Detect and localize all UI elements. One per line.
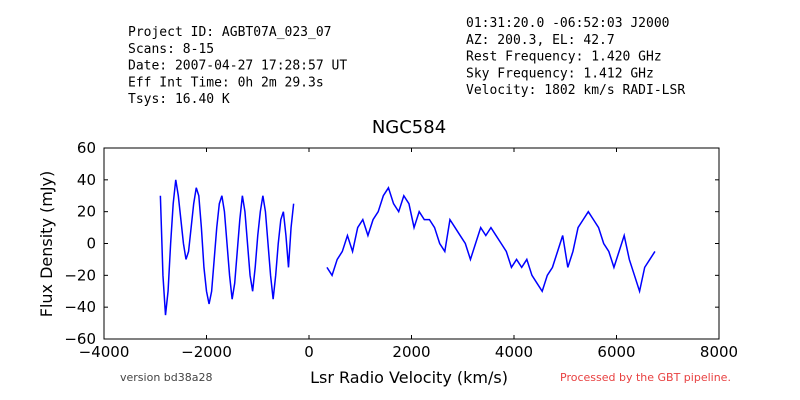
y-tick-label: 20 xyxy=(77,203,96,221)
info-line: Rest Frequency: 1.420 GHz xyxy=(466,50,662,65)
x-tick-label: 4000 xyxy=(495,343,533,361)
y-tick-label: 40 xyxy=(77,171,96,189)
y-axis-label: Flux Density (mJy) xyxy=(37,171,56,318)
x-tick-label: 8000 xyxy=(700,343,738,361)
x-tick-label: 0 xyxy=(304,343,314,361)
info-line: Eff Int Time: 0h 2m 29.3s xyxy=(128,75,324,90)
info-line: Tsys: 16.40 K xyxy=(128,92,230,107)
info-line: Scans: 8-15 xyxy=(128,42,214,57)
info-line: AZ: 200.3, EL: 42.7 xyxy=(466,33,615,48)
x-tick-label: 6000 xyxy=(597,343,635,361)
info-line: Date: 2007-04-27 17:28:57 UT xyxy=(128,59,347,74)
chart-title: NGC584 xyxy=(372,117,446,138)
x-axis-label: Lsr Radio Velocity (km/s) xyxy=(310,368,508,387)
y-tick-label: 0 xyxy=(86,235,96,253)
spectrum-line xyxy=(159,179,656,316)
info-line: Project ID: AGBT07A_023_07 xyxy=(128,25,332,40)
pipeline-note: Processed by the GBT pipeline. xyxy=(560,371,731,384)
y-tick-label: −40 xyxy=(64,298,96,316)
y-tick-label: −20 xyxy=(64,266,96,284)
x-tick-label: −2000 xyxy=(181,343,232,361)
info-line: Sky Frequency: 1.412 GHz xyxy=(466,66,654,81)
x-tick-label: −4000 xyxy=(79,343,130,361)
y-tick-label: −60 xyxy=(64,330,96,348)
x-tick-label: 2000 xyxy=(392,343,430,361)
y-tick-label: 60 xyxy=(77,139,96,157)
info-line: Velocity: 1802 km/s RADI-LSR xyxy=(466,83,685,98)
info-line: 01:31:20.0 -06:52:03 J2000 xyxy=(466,16,670,31)
version-label: version bd38a28 xyxy=(120,371,213,384)
